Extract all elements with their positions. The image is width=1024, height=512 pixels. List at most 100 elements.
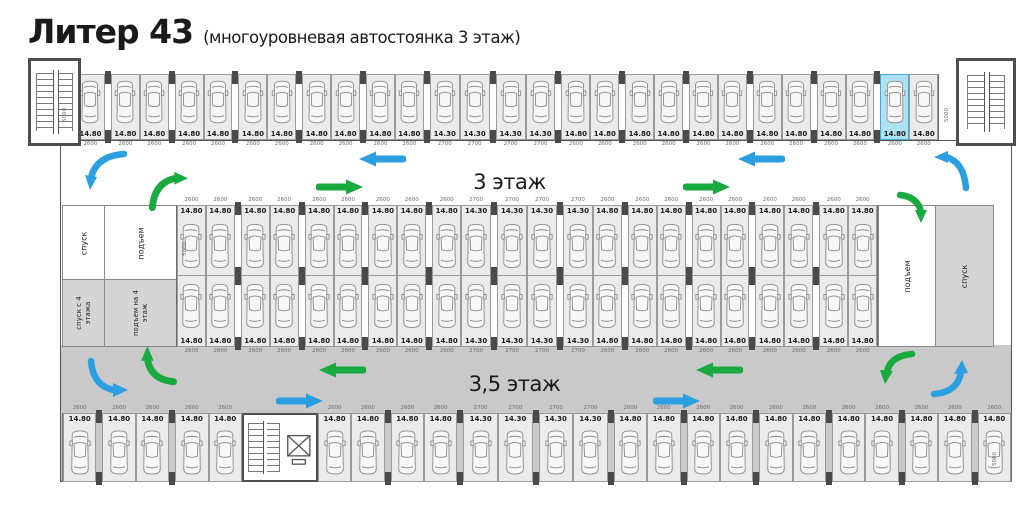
parking-space[interactable]: 14.30 2700	[527, 275, 557, 354]
parking-space[interactable]: 14.80 2600	[848, 197, 878, 277]
parking-space[interactable]: 14.80 2600	[784, 275, 814, 354]
parking-space[interactable]: 14.80 2600	[647, 405, 681, 482]
parking-space[interactable]: 14.80 2600	[397, 197, 427, 277]
parking-space[interactable]: 14.80 2600	[819, 197, 849, 277]
parking-space[interactable]: 14.30 2700	[573, 405, 608, 482]
parking-space[interactable]: 14.80 2600	[654, 74, 684, 147]
parking-space[interactable]: 14.80 2600	[720, 197, 750, 277]
parking-space[interactable]: 14.80 2600	[267, 74, 297, 147]
parking-space[interactable]: 14.80 2600	[691, 197, 721, 277]
parking-space[interactable]: 14.30 2700	[527, 197, 557, 277]
space-area-label: 14.30	[566, 337, 590, 345]
parking-space[interactable]: 14.30 2700	[497, 405, 533, 482]
flow-arrow-green	[140, 346, 182, 392]
parking-space[interactable]: 14.80 2600	[819, 275, 849, 354]
parking-space[interactable]: 14.80 2600	[432, 197, 462, 277]
parking-space[interactable]: 14.80 2600	[792, 405, 827, 482]
parking-space[interactable]: 14.30 2700	[562, 197, 593, 277]
parking-space[interactable]: 14.80 2600	[317, 405, 352, 482]
parking-space[interactable]: 14.30 2700	[495, 74, 526, 147]
parking-space[interactable]: 14.80 2600	[351, 405, 385, 482]
parking-space[interactable]: 14.80 2600	[755, 197, 785, 277]
parking-space[interactable]: 14.80 2600	[831, 405, 866, 482]
parking-space[interactable]: 14.80 2600	[755, 275, 785, 354]
parking-space[interactable]: 14.80 2600	[135, 405, 170, 482]
parking-space[interactable]: 14.80 2600	[333, 275, 363, 354]
parking-space[interactable]: 14.80 2600	[76, 74, 105, 147]
parking-space[interactable]: 14.80 2600	[102, 405, 136, 482]
parking-space[interactable]: 14.80 2600	[625, 74, 655, 147]
parking-space[interactable]: 14.80 2600	[686, 405, 720, 482]
parking-space[interactable]: 14.80 2600	[208, 405, 242, 482]
parking-space[interactable]: 14.80 2600	[781, 74, 811, 147]
parking-space[interactable]: 14.80 2600	[627, 275, 657, 354]
parking-space[interactable]: 14.80 2600	[174, 74, 204, 147]
parking-space[interactable]: 14.80 2600	[333, 197, 363, 277]
parking-space[interactable]: 14.80 2600	[390, 405, 425, 482]
parking-space[interactable]: 14.80 2600	[394, 74, 424, 147]
parking-space[interactable]: 14.30 2700	[525, 74, 556, 147]
parking-space[interactable]: 14.30 2700	[429, 74, 460, 147]
parking-space[interactable]: 14.80 2600	[904, 405, 939, 482]
parking-space[interactable]: 14.80 2600	[366, 74, 395, 147]
parking-space[interactable]: 14.80 2600	[656, 275, 686, 354]
parking-space[interactable]: 14.80 2600	[938, 405, 972, 482]
parking-space[interactable]: 14.30 2700	[461, 275, 492, 354]
parking-space[interactable]: 14.80 2600	[139, 74, 169, 147]
parking-space[interactable]: 14.80 2600	[269, 275, 299, 354]
parking-space[interactable]: 14.80 2600	[331, 74, 361, 147]
parking-space[interactable]: 14.80 2600	[717, 74, 747, 147]
parking-space[interactable]: 14.80 2600	[304, 275, 334, 354]
parking-space[interactable]: 14.80 2600	[865, 405, 899, 482]
parking-space[interactable]: 14.80 2600	[368, 275, 398, 354]
parking-space[interactable]: 14.30 2700	[562, 275, 593, 354]
parking-space[interactable]: 14.80 2600	[689, 74, 718, 147]
parking-space[interactable]: 14.30 2700	[461, 197, 492, 277]
parking-space[interactable]: 14.80 2600	[205, 275, 235, 354]
parking-space[interactable]: 14.80 2600	[816, 74, 846, 147]
parking-space[interactable]: 14.80 2600	[240, 275, 270, 354]
parking-space[interactable]: 14.80 2600	[656, 197, 686, 277]
parking-space[interactable]: 14.80 2600	[561, 74, 591, 147]
car-icon	[430, 424, 452, 481]
parking-space[interactable]: 14.80 2600	[759, 405, 793, 482]
parking-space[interactable]: 14.80 2600	[397, 275, 427, 354]
parking-space[interactable]: 14.80 2600	[203, 74, 233, 147]
parking-space[interactable]: 14.80 2600	[752, 74, 782, 147]
parking-space[interactable]: 14.80 2600	[240, 197, 270, 277]
parking-space[interactable]: 14.30 2700	[463, 405, 498, 482]
parking-space[interactable]: 14.80 2600	[909, 74, 939, 147]
parking-space[interactable]: 14.80 2600	[175, 405, 209, 482]
parking-space[interactable]: 14.80 2600	[62, 405, 97, 482]
parking-space[interactable]: 14.80 2600	[177, 197, 206, 277]
parking-space[interactable]: 14.30 2700	[538, 405, 574, 482]
parking-space[interactable]: 14.80 2600	[719, 405, 754, 482]
parking-space[interactable]: 14.80 2600	[590, 74, 620, 147]
parking-space[interactable]: 14.80 2600	[848, 275, 878, 354]
parking-space[interactable]: 14.80 2600	[880, 74, 910, 147]
parking-space[interactable]: 14.80 2600	[592, 275, 622, 354]
parking-space[interactable]: 14.30 2700	[497, 275, 528, 354]
space-area-label: 14.80	[764, 415, 788, 423]
parking-space[interactable]: 14.80 2600	[205, 197, 235, 277]
parking-space[interactable]: 14.80 2600	[238, 74, 268, 147]
parking-space[interactable]: 14.80 2600	[269, 197, 299, 277]
parking-space[interactable]: 14.80 2600	[845, 74, 875, 147]
parking-space[interactable]: 14.80 2600	[627, 197, 657, 277]
parking-space[interactable]: 14.80 2600	[784, 197, 814, 277]
column-pillar	[680, 410, 687, 485]
parking-space[interactable]: 14.80 2600	[613, 405, 648, 482]
parking-space[interactable]: 14.80 2600	[423, 405, 458, 482]
parking-space[interactable]: 14.80 2600	[977, 405, 1011, 482]
parking-space[interactable]: 14.80 2600	[302, 74, 332, 147]
parking-space[interactable]: 14.80 2600	[691, 275, 721, 354]
parking-space[interactable]: 14.80 2600	[177, 275, 206, 354]
parking-space[interactable]: 14.80 2600	[720, 275, 750, 354]
parking-space[interactable]: 14.30 2700	[497, 197, 528, 277]
parking-space[interactable]: 14.80 2600	[368, 197, 398, 277]
parking-space[interactable]: 14.80 2600	[432, 275, 462, 354]
parking-space[interactable]: 14.80 2600	[110, 74, 140, 147]
parking-space[interactable]: 14.80 2600	[304, 197, 334, 277]
parking-space[interactable]: 14.30 2700	[459, 74, 490, 147]
parking-space[interactable]: 14.80 2600	[592, 197, 622, 277]
